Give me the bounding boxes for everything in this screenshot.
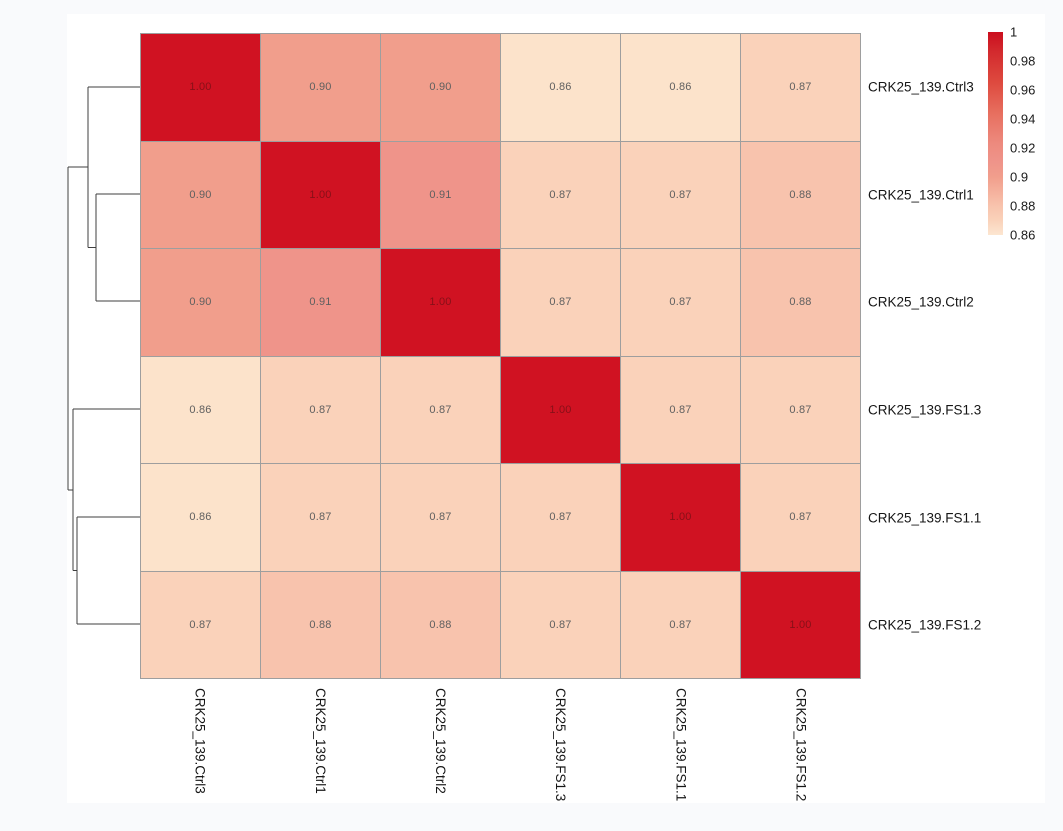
column-label: CRK25_139.Ctrl3 bbox=[192, 688, 208, 794]
heatmap-cell: 1.00 bbox=[381, 249, 500, 356]
colorbar-tick-label: 0.98 bbox=[1010, 53, 1036, 69]
colorbar-tick-label: 0.92 bbox=[1010, 140, 1036, 156]
colorbar-tick-label: 0.9 bbox=[1010, 169, 1029, 185]
column-label: CRK25_139.Ctrl1 bbox=[312, 688, 328, 794]
heatmap-cell: 0.87 bbox=[501, 141, 620, 248]
heatmap-cell: 0.86 bbox=[621, 34, 740, 141]
heatmap-cell: 0.87 bbox=[621, 571, 740, 678]
heatmap-cell: 0.87 bbox=[261, 356, 380, 463]
row-label: CRK25_139.FS1.2 bbox=[868, 617, 982, 633]
heatmap-cell: 1.00 bbox=[741, 571, 860, 678]
heatmap-cell: 0.87 bbox=[381, 356, 500, 463]
colorbar-gradient bbox=[988, 32, 1003, 235]
heatmap-cell: 1.00 bbox=[501, 356, 620, 463]
heatmap-cell: 0.90 bbox=[141, 249, 260, 356]
row-label: CRK25_139.Ctrl1 bbox=[868, 187, 974, 202]
column-label: CRK25_139.FS1.3 bbox=[553, 688, 569, 802]
heatmap-cell: 0.87 bbox=[141, 571, 260, 678]
heatmap-cell: 0.87 bbox=[261, 464, 380, 571]
row-label: CRK25_139.FS1.3 bbox=[868, 402, 982, 418]
heatmap-cell: 0.86 bbox=[141, 464, 260, 571]
heatmap-cell: 0.90 bbox=[261, 34, 380, 141]
heatmap-cell: 0.87 bbox=[741, 34, 860, 141]
heatmap-cell: 0.87 bbox=[621, 141, 740, 248]
row-label: CRK25_139.Ctrl3 bbox=[868, 79, 974, 95]
heatmap-cell: 0.86 bbox=[501, 34, 620, 141]
heatmap-cell: 0.90 bbox=[381, 34, 500, 141]
heatmap-cell: 0.87 bbox=[501, 249, 620, 356]
colorbar-tick-label: 1 bbox=[1010, 24, 1018, 40]
heatmap-cell: 0.87 bbox=[501, 571, 620, 678]
heatmap-cell: 1.00 bbox=[141, 34, 260, 141]
heatmap-cell: 0.90 bbox=[141, 141, 260, 248]
heatmap-cell: 0.87 bbox=[741, 464, 860, 571]
heatmap-cell: 0.88 bbox=[741, 141, 860, 248]
row-label: CRK25_139.FS1.1 bbox=[868, 510, 982, 525]
heatmap-grid: 1.00 0.90 0.90 0.86 0.86 0.87 0.90 1.00 0.91 0.87… bbox=[140, 33, 861, 679]
column-label: CRK25_139.FS1.2 bbox=[793, 688, 809, 802]
column-label: CRK25_139.Ctrl2 bbox=[432, 688, 448, 794]
heatmap-cell: 0.88 bbox=[381, 571, 500, 678]
heatmap-cell: 1.00 bbox=[261, 141, 380, 248]
heatmap-cell: 0.87 bbox=[741, 356, 860, 463]
colorbar-tick-label: 0.94 bbox=[1010, 111, 1036, 127]
column-label: CRK25_139.FS1.1 bbox=[673, 688, 689, 802]
heatmap-cell: 0.87 bbox=[381, 464, 500, 571]
heatmap-cell: 0.87 bbox=[621, 356, 740, 463]
colorbar-tick-label: 0.96 bbox=[1010, 82, 1036, 98]
heatmap-cell: 0.86 bbox=[141, 356, 260, 463]
heatmap-cell: 0.87 bbox=[501, 464, 620, 571]
colorbar-tick-label: 0.86 bbox=[1010, 227, 1036, 243]
heatmap-cell: 0.88 bbox=[261, 571, 380, 678]
heatmap-cell: 0.87 bbox=[621, 249, 740, 356]
heatmap-cell: 0.91 bbox=[261, 249, 380, 356]
colorbar-tick-label: 0.88 bbox=[1010, 198, 1036, 214]
heatmap-cell: 0.88 bbox=[741, 249, 860, 356]
heatmap-cell: 0.91 bbox=[381, 141, 500, 248]
row-label: CRK25_139.Ctrl2 bbox=[868, 294, 974, 310]
heatmap-cell: 1.00 bbox=[621, 464, 740, 571]
